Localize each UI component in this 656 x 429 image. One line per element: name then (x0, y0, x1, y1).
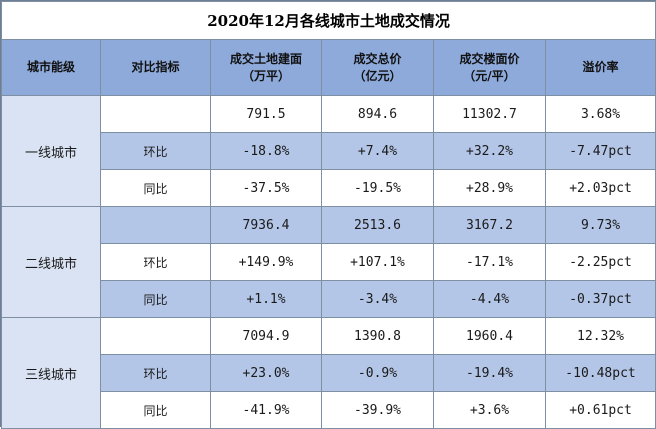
price-cell: 11302.7 (433, 95, 546, 133)
area-cell: -18.8% (210, 132, 322, 170)
price-cell: +32.2% (433, 132, 546, 170)
header-indicator: 对比指标 (100, 39, 211, 96)
total-cell: -3.4% (321, 280, 434, 318)
area-cell: 7094.9 (210, 317, 322, 355)
table-row: 同比 -37.5% -19.5% +28.9% +2.03pct (1, 169, 656, 207)
area-cell: 791.5 (210, 95, 322, 133)
premium-cell: 12.32% (544, 317, 656, 355)
table-title: 2020年12月各线城市土地成交情况 (0, 1, 656, 40)
premium-cell: +2.03pct (544, 169, 656, 207)
header-price-line2: （元/平） (463, 68, 516, 83)
table-row: 一线城市 791.5 894.6 11302.7 3.68% (1, 95, 656, 207)
total-cell: +107.1% (321, 243, 434, 281)
total-cell: -0.9% (321, 354, 434, 392)
indicator-cell (100, 95, 211, 133)
tier-cell: 一线城市 (1, 95, 101, 207)
header-area-line1: 成交土地建面 (229, 51, 302, 66)
indicator-cell: 环比 (100, 132, 211, 170)
table-row: 环比 +149.9% +107.1% -17.1% -2.25pct (1, 243, 656, 281)
total-cell: 894.6 (321, 95, 434, 133)
indicator-cell: 同比 (100, 280, 211, 318)
price-cell: -17.1% (433, 243, 546, 281)
indicator-cell: 同比 (100, 391, 211, 429)
header-price-line1: 成交楼面价 (459, 51, 520, 66)
header-total-line1: 成交总价 (353, 51, 402, 66)
tier-cell: 三线城市 (1, 317, 101, 429)
indicator-cell (100, 317, 211, 355)
area-cell: -41.9% (210, 391, 322, 429)
indicator-cell: 同比 (100, 169, 211, 207)
area-cell: +1.1% (210, 280, 322, 318)
tier-cell: 二线城市 (1, 206, 101, 318)
premium-cell: -2.25pct (544, 243, 656, 281)
premium-cell: -0.37pct (544, 280, 656, 318)
premium-cell: 9.73% (544, 206, 656, 244)
area-cell: +23.0% (210, 354, 322, 392)
price-cell: +28.9% (433, 169, 546, 207)
total-cell: 1390.8 (321, 317, 434, 355)
premium-cell: 3.68% (544, 95, 656, 133)
table-row: 环比 -18.8% +7.4% +32.2% -7.47pct (1, 132, 656, 170)
area-cell: -37.5% (210, 169, 322, 207)
area-cell: 7936.4 (210, 206, 322, 244)
total-cell: 2513.6 (321, 206, 434, 244)
total-cell: +7.4% (321, 132, 434, 170)
header-area-line2: （万平） (241, 68, 290, 83)
price-cell: +3.6% (433, 391, 546, 429)
area-cell: +149.9% (210, 243, 322, 281)
header-total-line2: （亿元） (353, 68, 402, 83)
price-cell: 1960.4 (433, 317, 546, 355)
table-row: 同比 +1.1% -3.4% -4.4% -0.37pct (1, 280, 656, 318)
total-cell: -19.5% (321, 169, 434, 207)
indicator-cell (100, 206, 211, 244)
indicator-cell: 环比 (100, 354, 211, 392)
premium-cell: +0.61pct (544, 391, 656, 429)
header-premium: 溢价率 (544, 39, 656, 96)
price-cell: -19.4% (433, 354, 546, 392)
table-row: 二线城市 7936.4 2513.6 3167.2 9.73% (1, 206, 656, 318)
header-area: 成交土地建面 （万平） (210, 39, 322, 96)
indicator-cell: 环比 (100, 243, 211, 281)
table-row: 三线城市 7094.9 1390.8 1960.4 12.32% (1, 317, 656, 429)
total-cell: -39.9% (321, 391, 434, 429)
header-price: 成交楼面价 （元/平） (433, 39, 546, 96)
price-cell: -4.4% (433, 280, 546, 318)
header-total: 成交总价 （亿元） (321, 39, 434, 96)
price-cell: 3167.2 (433, 206, 546, 244)
premium-cell: -7.47pct (544, 132, 656, 170)
table-row: 环比 +23.0% -0.9% -19.4% -10.48pct (1, 354, 656, 392)
header-tier: 城市能级 (1, 39, 101, 96)
table-row: 同比 -41.9% -39.9% +3.6% +0.61pct (1, 391, 656, 429)
header-row: 城市能级 对比指标 成交土地建面 （万平） 成交总价 （亿元） 成交楼面价 （元/平）… (1, 39, 656, 96)
premium-cell: -10.48pct (544, 354, 656, 392)
